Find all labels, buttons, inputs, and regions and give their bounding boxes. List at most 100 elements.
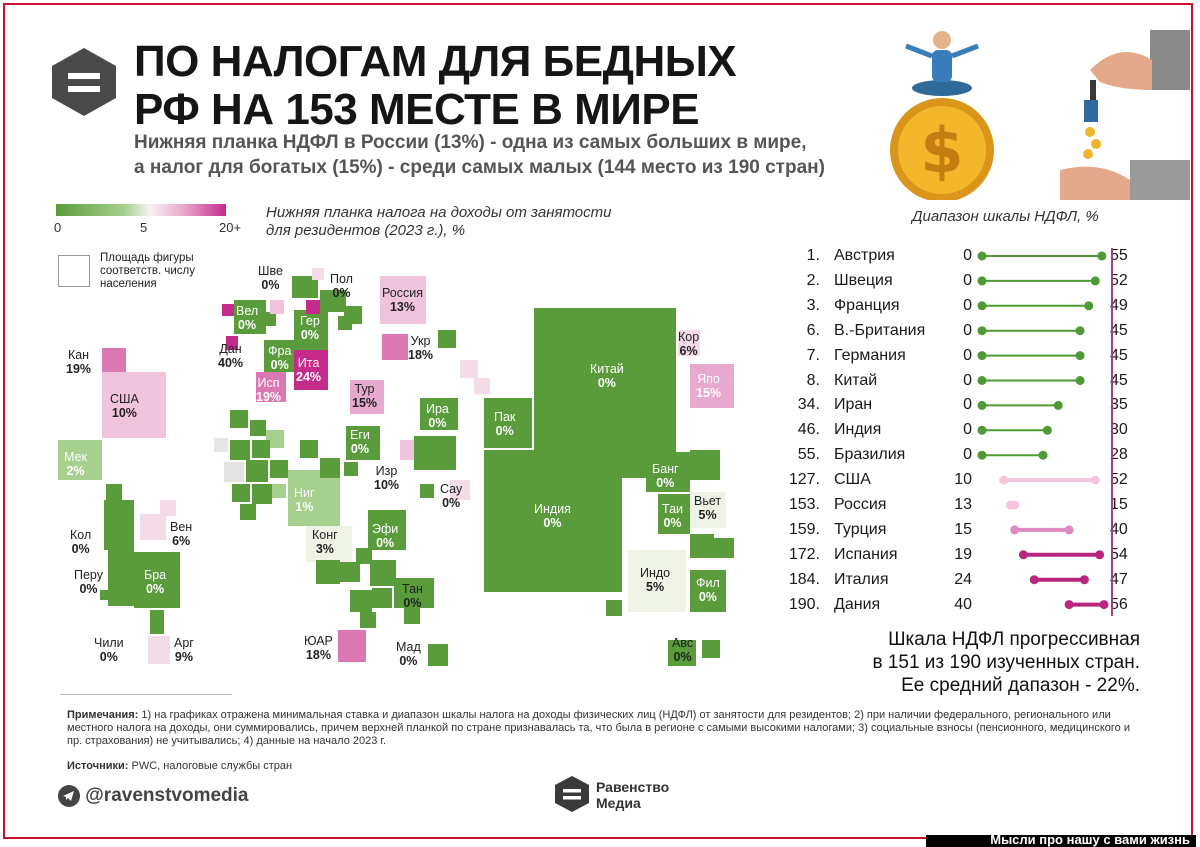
dumbbell-max-dot bbox=[1095, 550, 1105, 560]
country-tile bbox=[292, 276, 318, 298]
country-tile bbox=[658, 494, 690, 534]
row-min: 0 bbox=[963, 446, 972, 464]
country-name: Бра bbox=[144, 568, 167, 582]
dumbbell-row: 127. США 10 52 bbox=[780, 468, 1150, 492]
country-name: Укр bbox=[410, 334, 431, 348]
country-tile bbox=[484, 450, 622, 592]
minor-country-tile bbox=[690, 534, 714, 558]
country-tile bbox=[288, 470, 340, 526]
minor-country-tile bbox=[420, 484, 434, 498]
country-label: Конг 3% bbox=[312, 528, 338, 556]
row-rank: 46. bbox=[797, 421, 820, 439]
country-label: Ниг 1% bbox=[294, 486, 315, 514]
country-label: Пол 0% bbox=[330, 272, 353, 300]
country-tile bbox=[256, 372, 286, 402]
dumbbell-row: 2. Швеция 0 52 bbox=[780, 269, 1150, 293]
country-label: Еги 0% bbox=[350, 428, 370, 456]
minor-country-tile bbox=[690, 450, 720, 480]
country-value: 0% bbox=[399, 654, 418, 668]
sources-text: Источники: PWC, налоговые службы стран bbox=[67, 760, 293, 772]
country-tile bbox=[294, 350, 328, 390]
dumbbell-max-dot bbox=[1090, 276, 1100, 286]
dumbbell-min-dot bbox=[977, 251, 987, 261]
row-max: 56 bbox=[1110, 595, 1128, 613]
minor-country-tile bbox=[252, 484, 272, 504]
country-name: Кол bbox=[70, 528, 92, 542]
minor-country-tile bbox=[450, 480, 470, 500]
country-name: США bbox=[110, 392, 139, 406]
row-min: 10 bbox=[954, 471, 972, 489]
minor-country-tile bbox=[266, 430, 284, 448]
country-tile bbox=[428, 644, 448, 666]
country-label: Фил 0% bbox=[696, 576, 720, 604]
dumbbell-min-dot bbox=[1018, 550, 1028, 560]
country-value: 0% bbox=[442, 496, 461, 510]
dumbbell-max-dot bbox=[1053, 400, 1063, 410]
country-label: Кан 19% bbox=[66, 348, 91, 376]
country-label: Кол 0% bbox=[70, 528, 91, 556]
row-max: 35 bbox=[1110, 396, 1128, 414]
country-label: Индия 0% bbox=[534, 502, 571, 530]
row-rank: 184. bbox=[788, 570, 820, 588]
minor-country-tile bbox=[620, 452, 646, 478]
row-min: 0 bbox=[963, 371, 972, 389]
row-rank: 1. bbox=[806, 247, 820, 264]
row-max: 15 bbox=[1110, 496, 1128, 513]
dumbbell-min-dot bbox=[977, 351, 987, 361]
brand-name: Равенство Медиа bbox=[596, 779, 670, 811]
page-title: ПО НАЛОГАМ ДЛЯ БЕДНЫХ РФ НА 153 МЕСТЕ В … bbox=[134, 37, 737, 134]
country-value: 9% bbox=[174, 650, 193, 664]
row-rank: 153. bbox=[788, 496, 820, 513]
country-tile bbox=[320, 290, 346, 312]
country-label: Дан 40% bbox=[218, 342, 243, 370]
country-value: 5% bbox=[698, 508, 717, 522]
color-scale-bar bbox=[56, 204, 226, 216]
dumbbell-max-dot bbox=[1075, 351, 1085, 361]
country-tile bbox=[420, 398, 458, 430]
minor-country-tile bbox=[214, 438, 228, 452]
country-value: 0% bbox=[698, 590, 717, 604]
minor-country-tile bbox=[604, 400, 624, 420]
country-name: Пак bbox=[494, 410, 516, 424]
country-value: 15% bbox=[352, 396, 378, 410]
minor-country-tile bbox=[460, 360, 478, 378]
country-name: Индия bbox=[534, 502, 571, 516]
dumbbell-min-dot bbox=[1029, 575, 1039, 585]
dumbbell-axis-line bbox=[1111, 248, 1113, 616]
country-name: Ниг bbox=[294, 486, 315, 500]
country-label: ЮАР 18% bbox=[304, 634, 333, 662]
minor-country-tile bbox=[370, 560, 396, 586]
dumbbell-row: 153. Россия 13 15 bbox=[780, 493, 1150, 517]
country-label: Перу 0% bbox=[74, 568, 103, 596]
dumbbell-row: 7. Германия 0 45 bbox=[780, 344, 1150, 368]
row-rank: 3. bbox=[806, 296, 820, 314]
row-country: Иран bbox=[834, 396, 873, 414]
telegram-handle[interactable]: @ravenstvomedia bbox=[58, 785, 249, 807]
dumbbell-row: 159. Турция 15 40 bbox=[780, 518, 1150, 542]
dumbbell-min-dot bbox=[977, 326, 987, 336]
country-value: 18% bbox=[408, 348, 434, 362]
country-tile bbox=[150, 610, 164, 634]
country-label: Авс 0% bbox=[672, 636, 693, 664]
row-max: 49 bbox=[1110, 296, 1128, 314]
country-label: Сау 0% bbox=[440, 482, 462, 510]
row-max: 55 bbox=[1110, 247, 1128, 264]
country-name: Гер bbox=[300, 314, 320, 328]
country-name: Изр bbox=[375, 464, 398, 478]
country-tile bbox=[368, 510, 406, 550]
minor-country-tile bbox=[606, 600, 622, 616]
row-min: 40 bbox=[954, 595, 972, 613]
country-name: Авс bbox=[672, 636, 694, 650]
country-name: Еги bbox=[350, 428, 370, 442]
summary-text: Шкала НДФЛ прогрессивная в 151 из 190 из… bbox=[872, 629, 1140, 696]
minor-country-tile bbox=[232, 484, 250, 502]
country-tile bbox=[350, 380, 384, 414]
country-name: Таи bbox=[662, 502, 684, 516]
minor-country-tile bbox=[160, 500, 176, 516]
row-min: 0 bbox=[963, 296, 972, 314]
minor-country-tile bbox=[262, 312, 276, 326]
country-label: Тур 15% bbox=[352, 382, 377, 410]
country-name: Китай bbox=[590, 362, 624, 376]
